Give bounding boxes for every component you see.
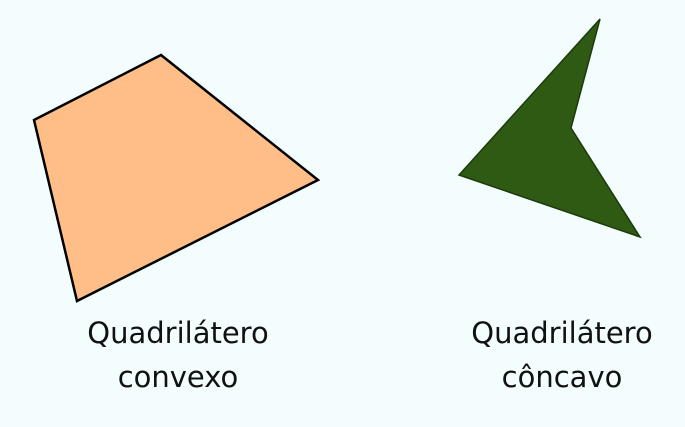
convex-caption-line2: convexo bbox=[117, 360, 239, 394]
concave-caption: Quadrilátero côncavo bbox=[424, 311, 685, 399]
concave-caption-line2: côncavo bbox=[501, 360, 623, 394]
concave-quadrilateral bbox=[457, 18, 642, 239]
convex-caption: Quadrilátero convexo bbox=[40, 311, 316, 399]
convex-caption-line1: Quadrilátero bbox=[87, 316, 269, 350]
convex-quadrilateral bbox=[32, 53, 321, 303]
concave-caption-line1: Quadrilátero bbox=[471, 316, 653, 350]
